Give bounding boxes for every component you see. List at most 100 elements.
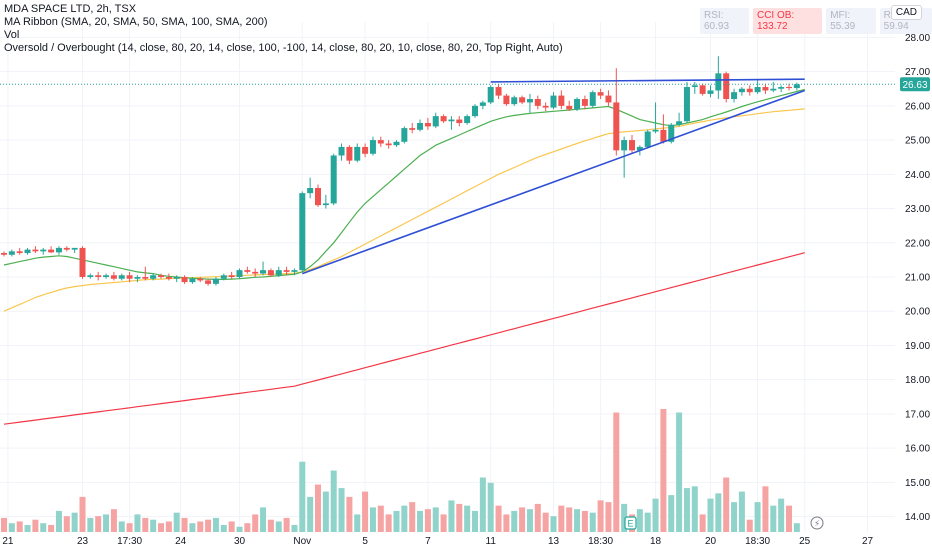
time-tick-label: 5 bbox=[362, 536, 368, 547]
candle-body bbox=[267, 270, 274, 276]
price-tick-label: 18.00 bbox=[905, 375, 930, 386]
volume-legend[interactable]: Vol bbox=[4, 29, 20, 41]
candle-body bbox=[1, 253, 7, 255]
price-axis[interactable]: 14.00 15.00 16.00 17.00 18.00 19.00 20.00 21.00… bbox=[895, 0, 932, 550]
trendline[interactable] bbox=[302, 89, 805, 275]
candle-body bbox=[244, 270, 251, 272]
candle-body bbox=[307, 188, 314, 194]
volume-bar bbox=[401, 505, 408, 532]
candle-body bbox=[793, 84, 800, 89]
volume-bar bbox=[778, 498, 785, 532]
candle-body bbox=[417, 122, 424, 130]
volume-bar bbox=[354, 514, 361, 532]
price-tick-label: 15.00 bbox=[905, 478, 930, 489]
candle-body bbox=[134, 277, 141, 279]
volume-bar bbox=[275, 521, 282, 532]
candle-body bbox=[291, 270, 298, 272]
candle-body bbox=[63, 247, 70, 250]
candle-body bbox=[762, 87, 769, 91]
candle-body bbox=[212, 278, 219, 284]
price-axis-background bbox=[895, 0, 932, 550]
candle-body bbox=[299, 193, 306, 271]
volume-bar bbox=[150, 519, 157, 532]
volume-bar bbox=[448, 500, 455, 532]
ma-ribbon-legend[interactable]: MA Ribbon (SMA, 20, SMA, 50, SMA, 100, S… bbox=[4, 16, 268, 28]
volume-bar bbox=[165, 521, 172, 532]
dividend-marker-glyph: ⚡ bbox=[814, 520, 820, 530]
price-tick-label: 23.00 bbox=[905, 204, 930, 215]
candle-body bbox=[16, 251, 23, 254]
volume-bar bbox=[267, 519, 274, 532]
trendline[interactable] bbox=[490, 78, 805, 83]
volume-bar bbox=[71, 512, 78, 532]
volume-bar bbox=[126, 523, 133, 532]
candle-body bbox=[118, 275, 125, 279]
volume-bar bbox=[503, 514, 510, 532]
volume-bar bbox=[220, 524, 227, 532]
volume-bar bbox=[723, 477, 730, 532]
volume-bar bbox=[495, 505, 502, 532]
volume-bar bbox=[464, 505, 471, 532]
time-tick-label: 17:30 bbox=[117, 536, 142, 547]
volume-bar bbox=[212, 517, 219, 532]
candle-body bbox=[691, 85, 698, 88]
candle-body bbox=[150, 275, 157, 279]
earnings-marker-icon[interactable] bbox=[624, 516, 637, 530]
volume-bar bbox=[142, 517, 149, 532]
trendlines[interactable] bbox=[302, 78, 805, 275]
time-axis[interactable]: 21 23 17:30 24 30 Nov 5 7 11 13 18:30 18 20 18:30 25 27 bbox=[2, 536, 873, 547]
grid-lines bbox=[0, 22, 895, 532]
time-tick-label: 11 bbox=[486, 536, 497, 547]
volume-bar bbox=[738, 491, 745, 532]
dividend-marker-icon[interactable] bbox=[810, 516, 824, 530]
price-tick-label: 14.00 bbox=[905, 512, 930, 523]
candle-body bbox=[322, 203, 329, 206]
volume-bar bbox=[652, 498, 659, 532]
candle-body bbox=[369, 140, 376, 154]
chart-legend: MDA SPACE LTD, 2h, TSX MA Ribbon (SMA, 2… bbox=[4, 3, 563, 55]
volume-bar bbox=[660, 409, 667, 532]
volume-bar bbox=[385, 514, 392, 532]
candle-body bbox=[32, 249, 39, 252]
volume-bar bbox=[487, 482, 494, 532]
volume-bar bbox=[707, 498, 714, 532]
candle-body bbox=[487, 87, 494, 103]
candle-body bbox=[338, 146, 345, 156]
volume-bars bbox=[1, 409, 800, 532]
oscillator-legend[interactable]: Oversold / Overbought (14, close, 80, 20… bbox=[4, 42, 563, 54]
volume-bar bbox=[55, 510, 62, 532]
candle-body bbox=[448, 119, 455, 122]
candle-body bbox=[723, 73, 730, 100]
time-tick-label: 30 bbox=[234, 536, 246, 547]
price-tick-label: 19.00 bbox=[905, 341, 930, 352]
time-tick-label: 27 bbox=[862, 536, 874, 547]
event-markers[interactable]: E ⚡ bbox=[624, 516, 824, 530]
symbol-title[interactable]: MDA SPACE LTD, 2h, TSX bbox=[4, 3, 137, 15]
candle-body bbox=[699, 85, 706, 94]
time-tick-label: 18 bbox=[650, 536, 662, 547]
volume-bar bbox=[754, 502, 761, 532]
candle-body bbox=[605, 95, 612, 103]
time-tick-label: Nov bbox=[293, 536, 311, 547]
currency-button[interactable]: CAD bbox=[890, 5, 922, 20]
volume-bar bbox=[699, 514, 706, 532]
price-tick-label: 17.00 bbox=[905, 409, 930, 420]
volume-bar bbox=[197, 521, 204, 532]
volume-bar bbox=[668, 495, 675, 532]
time-tick-label: 18:30 bbox=[588, 536, 613, 547]
candle-body bbox=[205, 280, 212, 284]
volume-bar bbox=[472, 510, 478, 532]
volume-bar bbox=[393, 510, 400, 532]
volume-bar bbox=[205, 519, 212, 532]
volume-bar bbox=[346, 496, 353, 532]
candle-body bbox=[440, 116, 447, 122]
volume-bar bbox=[511, 510, 518, 532]
candle-body bbox=[566, 105, 573, 110]
time-tick-label: 21 bbox=[2, 536, 14, 547]
volume-bar bbox=[746, 519, 753, 532]
candle-body bbox=[173, 277, 180, 279]
volume-bar bbox=[715, 493, 722, 532]
volume-bar bbox=[283, 517, 290, 532]
volume-bar bbox=[550, 516, 557, 532]
